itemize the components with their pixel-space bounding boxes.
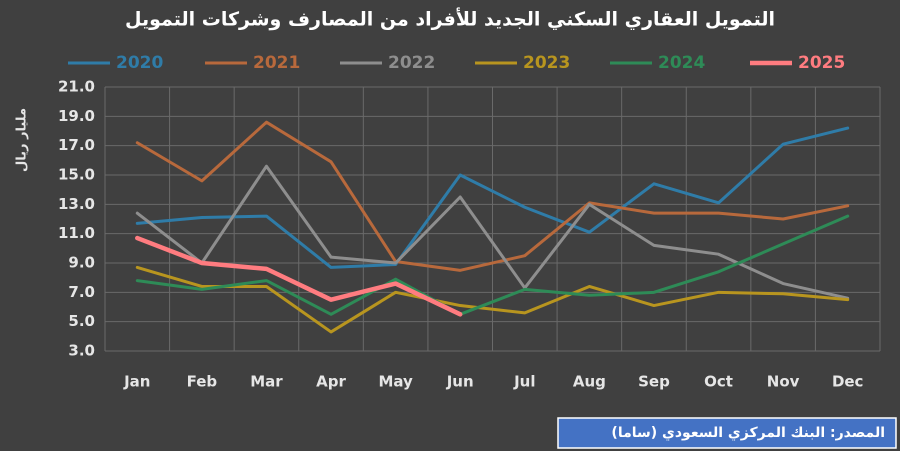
x-tick-label: Jul: [513, 373, 535, 391]
legend-label: 2023: [523, 53, 570, 73]
y-tick-label: 5.0: [68, 312, 95, 330]
x-tick-label: Jan: [123, 373, 150, 391]
legend-label: 2021: [253, 53, 300, 73]
source-box: [557, 417, 897, 449]
legend-label: 2022: [388, 53, 435, 73]
series-line: [135, 126, 850, 269]
x-tick-label: Sep: [638, 373, 670, 391]
series-line: [135, 214, 850, 316]
x-tick-label: Dec: [832, 373, 864, 391]
y-axis-label: مليار ريال: [15, 108, 30, 172]
series-line: [135, 120, 850, 272]
legend-label: 2025: [798, 53, 845, 73]
legend-label: 2024: [658, 53, 705, 73]
y-tick-label: 15.0: [58, 166, 95, 184]
series-line: [135, 235, 463, 317]
y-tick-label: 17.0: [58, 136, 95, 154]
chart-title: التمويل العقاري السكني الجديد للأفراد من…: [125, 8, 775, 32]
x-tick-label: Mar: [250, 373, 283, 391]
source-text: المصدر: البنك المركزي السعودي (ساما): [611, 425, 885, 442]
y-tick-label: 9.0: [68, 254, 95, 272]
x-tick-label: Apr: [316, 373, 346, 391]
y-tick-label: 11.0: [58, 224, 95, 242]
x-tick-label: Oct: [704, 373, 733, 391]
y-tick-label: 21.0: [58, 78, 95, 96]
series-line: [135, 164, 850, 300]
x-tick-label: Aug: [573, 373, 606, 391]
y-tick-label: 7.0: [68, 283, 95, 301]
x-tick-label: May: [378, 373, 413, 391]
series-line: [135, 265, 850, 334]
x-tick-label: Nov: [767, 373, 800, 391]
x-tick-label: Feb: [187, 373, 218, 391]
legend-label: 2020: [116, 53, 163, 73]
y-tick-label: 19.0: [58, 107, 95, 125]
x-tick-label: Jun: [446, 373, 474, 391]
y-tick-label: 3.0: [68, 342, 95, 360]
y-tick-label: 13.0: [58, 195, 95, 213]
